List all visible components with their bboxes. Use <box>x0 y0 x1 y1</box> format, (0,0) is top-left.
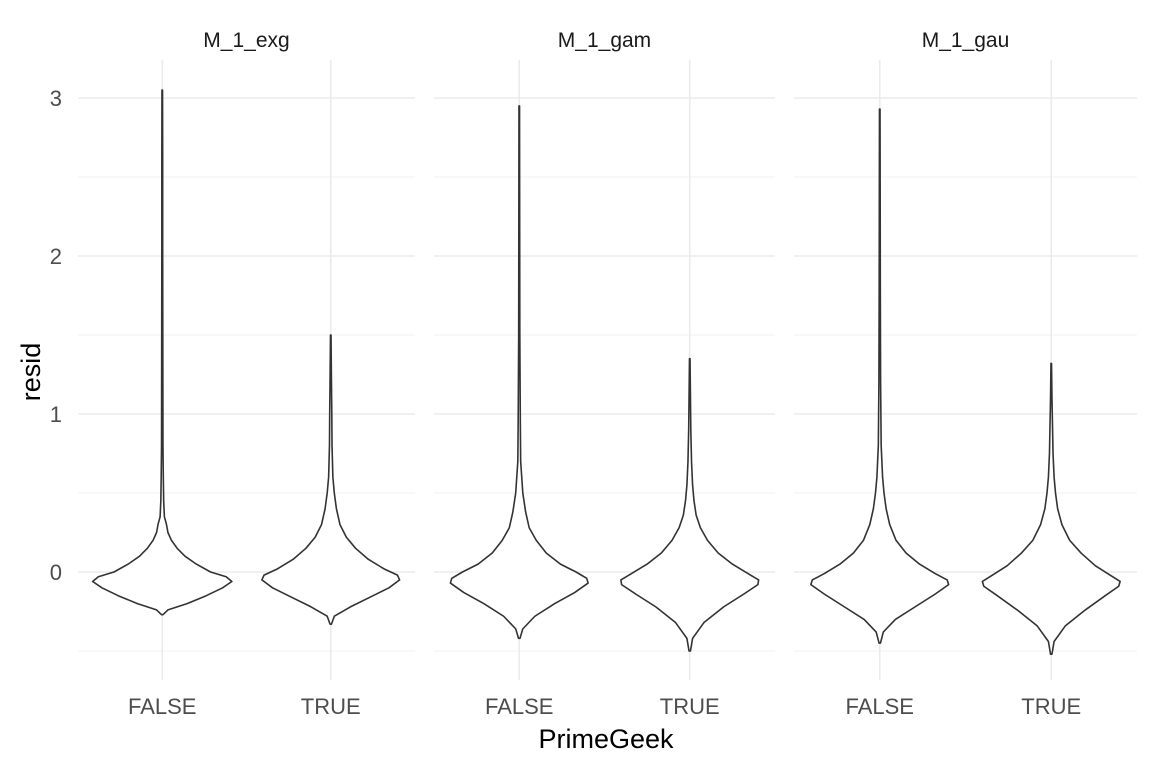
facet-panels: M_1_exg FALSE TRUE M_1_gam FALSE TRUE M_1_gau F… <box>78 29 1137 719</box>
x-tick-label: TRUE <box>660 694 720 719</box>
x-tick-label: FALSE <box>128 694 196 719</box>
y-tick-label: 2 <box>50 244 62 269</box>
violin-shape <box>981 362 1121 655</box>
x-tick-label: TRUE <box>1021 694 1081 719</box>
violin-shape <box>91 89 233 616</box>
x-tick-label: FALSE <box>846 694 914 719</box>
violin-shape <box>449 105 589 640</box>
y-tick-label: 0 <box>50 560 62 585</box>
y-tick-label: 1 <box>50 402 62 427</box>
x-tick-label: TRUE <box>301 694 361 719</box>
facet-panel: M_1_gau FALSE TRUE <box>794 29 1137 719</box>
x-axis-title: PrimeGeek <box>538 724 674 754</box>
violin-shape <box>620 357 760 652</box>
facet-panel: M_1_gam FALSE TRUE <box>434 29 775 719</box>
y-axis-title: resid <box>16 343 46 402</box>
violin-shape <box>261 334 401 625</box>
violin-shape <box>810 108 950 644</box>
facet-panel: M_1_exg FALSE TRUE <box>78 29 415 719</box>
facet-strip-label: M_1_gam <box>558 29 651 52</box>
facet-strip-label: M_1_exg <box>203 29 289 52</box>
facet-strip-label: M_1_gau <box>922 29 1010 52</box>
x-tick-label: FALSE <box>485 694 553 719</box>
y-tick-label: 3 <box>50 86 62 111</box>
y-axis-ticks: 0 1 2 3 <box>50 86 62 585</box>
